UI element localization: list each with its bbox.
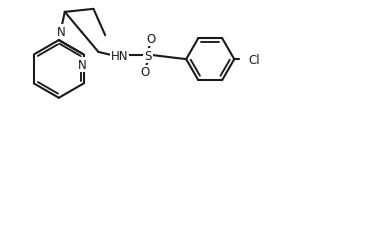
Text: O: O: [147, 33, 156, 46]
Text: O: O: [140, 66, 149, 79]
Text: N: N: [78, 59, 87, 72]
Text: N: N: [57, 26, 65, 39]
Text: Cl: Cl: [248, 53, 259, 66]
Text: HN: HN: [110, 49, 128, 62]
Text: S: S: [144, 49, 152, 62]
